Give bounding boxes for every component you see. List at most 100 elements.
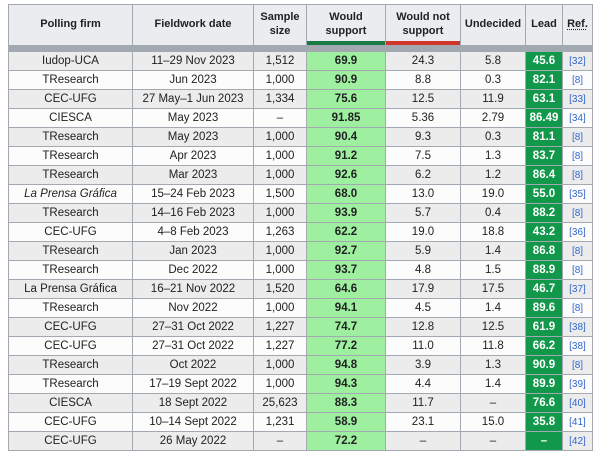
would-not-support-cell: 4.4 bbox=[385, 374, 461, 394]
ref-cell: [32] bbox=[562, 51, 593, 71]
ref-link[interactable]: [38] bbox=[569, 321, 586, 333]
table-row: CIESCA 18 Sept 2022 25,623 88.3 11.7 – 7… bbox=[8, 393, 593, 413]
ref-link[interactable]: [38] bbox=[569, 340, 586, 352]
ref-link[interactable]: [35] bbox=[569, 188, 586, 200]
polling-firm-cell: Iudop-UCA bbox=[8, 51, 133, 71]
col-header-sample-size: Sample size bbox=[253, 4, 307, 46]
fieldwork-date-cell: 27–31 Oct 2022 bbox=[132, 317, 254, 337]
would-not-support-cell: 12.5 bbox=[385, 89, 461, 109]
would-not-support-cell: 6.2 bbox=[385, 165, 461, 185]
ref-link[interactable]: [41] bbox=[569, 416, 586, 428]
fieldwork-date-cell: May 2023 bbox=[132, 108, 254, 128]
table-row: Iudop-UCA 11–29 Nov 2023 1,512 69.9 24.3… bbox=[8, 51, 593, 71]
sample-size-cell: 1,000 bbox=[253, 203, 307, 223]
polling-firm-cell: TResearch bbox=[8, 127, 133, 147]
table-row: TResearch Jun 2023 1,000 90.9 8.8 0.3 82… bbox=[8, 70, 593, 90]
would-support-cell: 88.3 bbox=[306, 393, 386, 413]
ref-link[interactable]: [42] bbox=[569, 435, 586, 447]
col-header-label: Would support bbox=[325, 11, 367, 37]
col-header-label: Lead bbox=[531, 18, 557, 31]
polling-firm-cell: TResearch bbox=[8, 70, 133, 90]
would-support-cell: 77.2 bbox=[306, 336, 386, 356]
table-row: TResearch 14–16 Feb 2023 1,000 93.9 5.7 … bbox=[8, 203, 593, 223]
ref-link[interactable]: [36] bbox=[569, 226, 586, 238]
ref-link[interactable]: [39] bbox=[569, 378, 586, 390]
ref-link[interactable]: [8] bbox=[571, 245, 584, 257]
would-not-support-cell: 5.36 bbox=[385, 108, 461, 128]
would-support-cell: 58.9 bbox=[306, 412, 386, 432]
ref-cell: [8] bbox=[562, 165, 593, 185]
would-support-cell: 62.2 bbox=[306, 222, 386, 242]
sample-size-cell: 1,000 bbox=[253, 146, 307, 166]
fieldwork-date-cell: Apr 2023 bbox=[132, 146, 254, 166]
polling-firm-cell: CEC-UFG bbox=[8, 412, 133, 432]
undecided-cell: 1.4 bbox=[460, 241, 526, 261]
would-support-cell: 75.6 bbox=[306, 89, 386, 109]
table-row: TResearch Oct 2022 1,000 94.8 3.9 1.3 90… bbox=[8, 355, 593, 375]
fieldwork-date-cell: Mar 2023 bbox=[132, 165, 254, 185]
would-support-cell: 74.7 bbox=[306, 317, 386, 337]
lead-cell: 66.2 bbox=[525, 336, 563, 356]
poll-table-container: Polling firm Fieldwork date Sample size … bbox=[8, 4, 600, 451]
would-not-support-cell: 12.8 bbox=[385, 317, 461, 337]
would-not-support-cell: 5.9 bbox=[385, 241, 461, 261]
polling-firm-cell: CEC-UFG bbox=[8, 431, 133, 451]
would-support-cell: 94.1 bbox=[306, 298, 386, 318]
undecided-cell: 17.5 bbox=[460, 279, 526, 299]
would-support-cell: 94.3 bbox=[306, 374, 386, 394]
col-header-label: Undecided bbox=[464, 18, 522, 31]
ref-link[interactable]: [32] bbox=[569, 55, 586, 67]
polling-firm-cell: TResearch bbox=[8, 165, 133, 185]
ref-link[interactable]: [8] bbox=[571, 264, 584, 276]
table-row: TResearch Apr 2023 1,000 91.2 7.5 1.3 83… bbox=[8, 146, 593, 166]
ref-link[interactable]: [8] bbox=[571, 150, 584, 162]
lead-cell: 55.0 bbox=[525, 184, 563, 204]
would-not-support-cell: 3.9 bbox=[385, 355, 461, 375]
undecided-cell: 2.79 bbox=[460, 108, 526, 128]
undecided-cell: 19.0 bbox=[460, 184, 526, 204]
would-not-support-cell: 7.5 bbox=[385, 146, 461, 166]
fieldwork-date-cell: Jan 2023 bbox=[132, 241, 254, 261]
lead-cell: 35.8 bbox=[525, 412, 563, 432]
undecided-cell: 1.4 bbox=[460, 374, 526, 394]
ref-link[interactable]: [34] bbox=[569, 112, 586, 124]
ref-link[interactable]: [40] bbox=[569, 397, 586, 409]
table-row: CEC-UFG 26 May 2022 – 72.2 – – – [42] bbox=[8, 431, 593, 451]
would-support-cell: 91.2 bbox=[306, 146, 386, 166]
lead-cell: 45.6 bbox=[525, 51, 563, 71]
fieldwork-date-cell: 27–31 Oct 2022 bbox=[132, 336, 254, 356]
table-row: CEC-UFG 4–8 Feb 2023 1,263 62.2 19.0 18.… bbox=[8, 222, 593, 242]
poll-table-body: Iudop-UCA 11–29 Nov 2023 1,512 69.9 24.3… bbox=[8, 51, 593, 451]
fieldwork-date-cell: Dec 2022 bbox=[132, 260, 254, 280]
ref-link[interactable]: [8] bbox=[571, 302, 584, 314]
table-row: TResearch May 2023 1,000 90.4 9.3 0.3 81… bbox=[8, 127, 593, 147]
lead-cell: 82.1 bbox=[525, 70, 563, 90]
ref-link[interactable]: [8] bbox=[571, 207, 584, 219]
ref-cell: [8] bbox=[562, 203, 593, 223]
ref-cell: [36] bbox=[562, 222, 593, 242]
polling-firm-cell: La Prensa Gráfica bbox=[8, 279, 133, 299]
lead-cell: 86.8 bbox=[525, 241, 563, 261]
lead-cell: 88.9 bbox=[525, 260, 563, 280]
ref-link[interactable]: [8] bbox=[571, 359, 584, 371]
undecided-cell: 0.3 bbox=[460, 70, 526, 90]
sample-size-cell: 25,623 bbox=[253, 393, 307, 413]
lead-cell: 86.4 bbox=[525, 165, 563, 185]
col-header-label: Sample size bbox=[260, 11, 300, 37]
would-not-support-cell: 17.9 bbox=[385, 279, 461, 299]
undecided-cell: 11.9 bbox=[460, 89, 526, 109]
undecided-cell: 0.4 bbox=[460, 203, 526, 223]
would-not-support-cell: 24.3 bbox=[385, 51, 461, 71]
fieldwork-date-cell: May 2023 bbox=[132, 127, 254, 147]
would-support-cell: 92.7 bbox=[306, 241, 386, 261]
ref-link[interactable]: [8] bbox=[571, 131, 584, 143]
fieldwork-date-cell: 4–8 Feb 2023 bbox=[132, 222, 254, 242]
fieldwork-date-cell: 18 Sept 2022 bbox=[132, 393, 254, 413]
undecided-cell: – bbox=[460, 431, 526, 451]
sample-size-cell: 1,000 bbox=[253, 241, 307, 261]
ref-link[interactable]: [33] bbox=[569, 93, 586, 105]
ref-link[interactable]: [8] bbox=[571, 169, 584, 181]
ref-link[interactable]: [37] bbox=[569, 283, 586, 295]
ref-link[interactable]: [8] bbox=[571, 74, 584, 86]
table-row: CEC-UFG 10–14 Sept 2022 1,231 58.9 23.1 … bbox=[8, 412, 593, 432]
